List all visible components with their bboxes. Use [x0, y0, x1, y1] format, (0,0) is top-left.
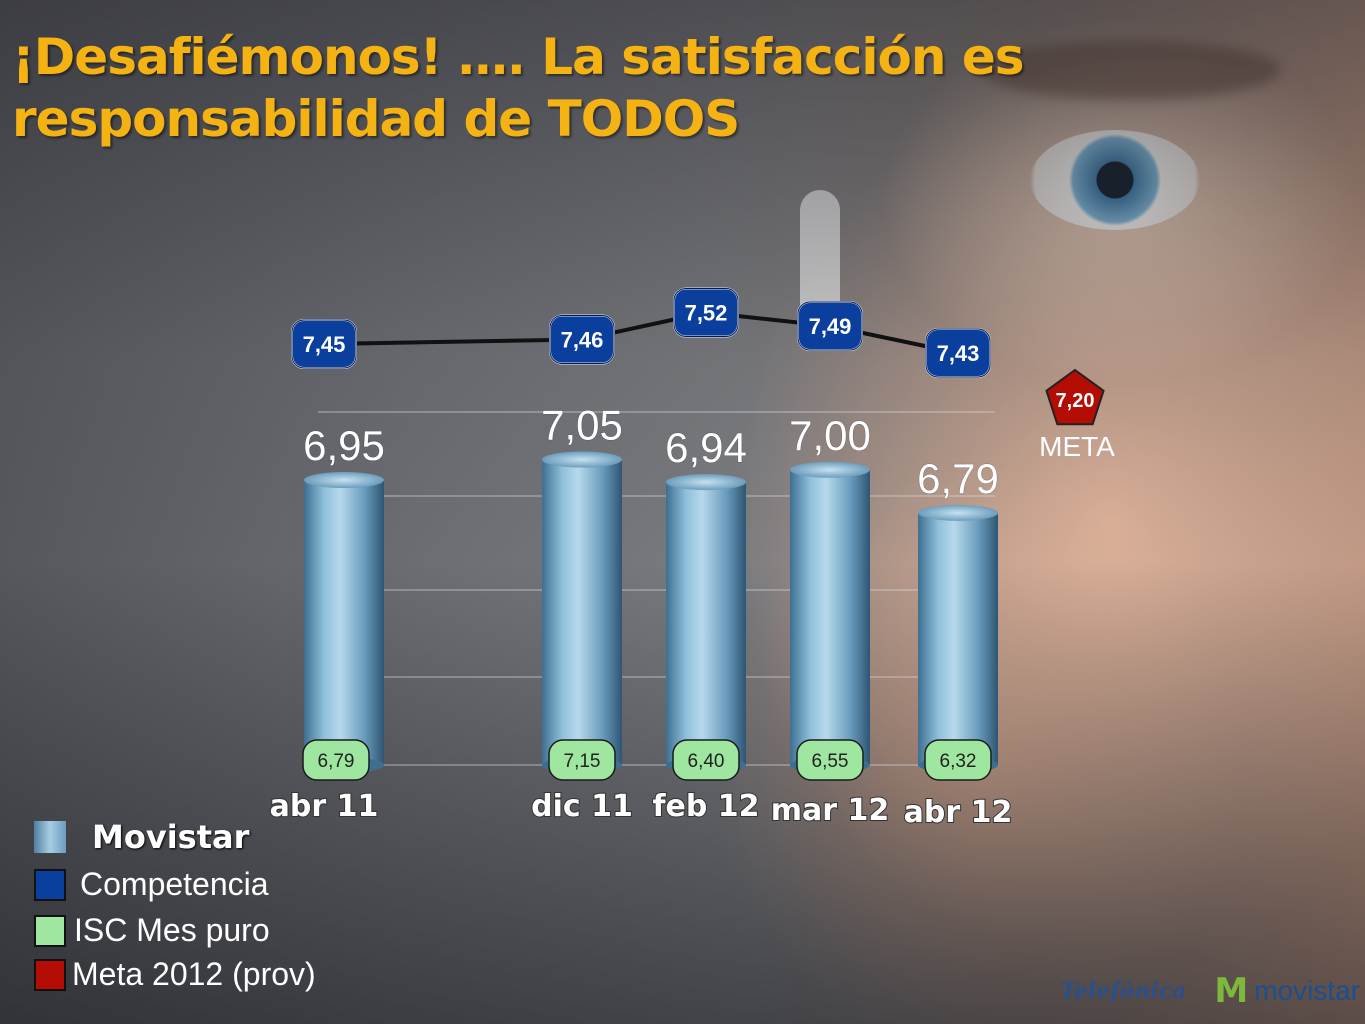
competencia-series: 7,45 7,46 7,52 7,49 7,43 [291, 287, 991, 378]
category-label: mar 12 [771, 793, 890, 828]
isc-point: 6,55 [796, 739, 864, 781]
movistar-logo: movistar [1254, 975, 1360, 1006]
isc-point: 6,40 [672, 739, 740, 781]
competencia-point: 7,52 [673, 287, 739, 338]
category-label: dic 11 [531, 789, 633, 824]
category-labels: abr 11 dic 11 feb 12 mar 12 abr 12 [269, 788, 1014, 831]
legend-item-competencia: Competencia [34, 866, 269, 903]
isc-value-label: 6,79 [318, 751, 355, 772]
bar [304, 472, 384, 773]
competencia-value-label: 7,52 [685, 301, 728, 326]
bar [918, 504, 998, 773]
legend-item-isc: ISC Mes puro [34, 912, 270, 949]
movistar-m-icon: M [1214, 971, 1249, 1011]
legend-label-competencia: Competencia [80, 866, 269, 902]
bar [542, 451, 622, 773]
competencia-value-label: 7,45 [303, 332, 346, 357]
category-label: abr 12 [904, 795, 1013, 830]
category-label: abr 11 [270, 789, 379, 824]
bar-value-label: 6,79 [917, 455, 999, 502]
legend-swatch-meta [34, 958, 66, 991]
isc-value-label: 6,40 [688, 751, 725, 772]
slide-title: ¡Desafiémonos! …. La satisfacción es res… [12, 28, 1025, 148]
category-label: feb 12 [652, 789, 759, 824]
legend-label-isc: ISC Mes puro [74, 912, 270, 948]
bar-value-label: 6,94 [665, 424, 747, 471]
footer-logos: Telefónica M movistar [1060, 966, 1360, 1016]
movistar-bars [304, 451, 998, 773]
competencia-point: 7,49 [797, 301, 863, 351]
isc-value-label: 6,32 [940, 751, 977, 772]
bar-value-label: 6,95 [303, 422, 385, 469]
legend-label-meta: Meta 2012 (prov) [72, 956, 316, 992]
bar [666, 474, 746, 773]
competencia-value-label: 7,46 [561, 328, 604, 353]
meta-word-label: META [1039, 431, 1115, 462]
competencia-value-label: 7,49 [809, 314, 852, 339]
legend-swatch-isc [34, 914, 66, 947]
isc-value-label: 6,55 [812, 751, 849, 772]
isc-point: 7,15 [548, 739, 616, 781]
telefonica-logo: Telefónica [1060, 978, 1187, 1004]
meta-pentagon [1045, 368, 1105, 426]
bar-value-label: 7,05 [541, 402, 623, 449]
meta-value-label: 7,20 [1056, 390, 1095, 412]
isc-point: 6,32 [924, 739, 992, 781]
legend-item-meta: Meta 2012 (prov) [34, 956, 316, 993]
isc-value-label: 7,15 [564, 751, 601, 772]
bar-value-label: 7,00 [789, 412, 871, 459]
legend-label-movistar: Movistar [92, 818, 250, 856]
competencia-point: 7,45 [291, 319, 357, 369]
bar [790, 461, 870, 773]
isc-series: 6,79 7,15 6,40 6,55 6,32 [302, 739, 992, 781]
legend-swatch-competencia [34, 868, 66, 901]
isc-point: 6,79 [302, 739, 370, 781]
competencia-point: 7,46 [549, 314, 615, 365]
movistar-labels: 6,95 7,05 6,94 7,00 6,79 [303, 401, 1000, 502]
legend-item-movistar: Movistar [34, 818, 249, 856]
legend-swatch-movistar [34, 821, 66, 853]
competencia-point: 7,43 [925, 328, 991, 378]
competencia-value-label: 7,43 [937, 341, 980, 366]
meta-marker: 7,20 META [1039, 368, 1115, 462]
grid-lines [318, 411, 995, 766]
